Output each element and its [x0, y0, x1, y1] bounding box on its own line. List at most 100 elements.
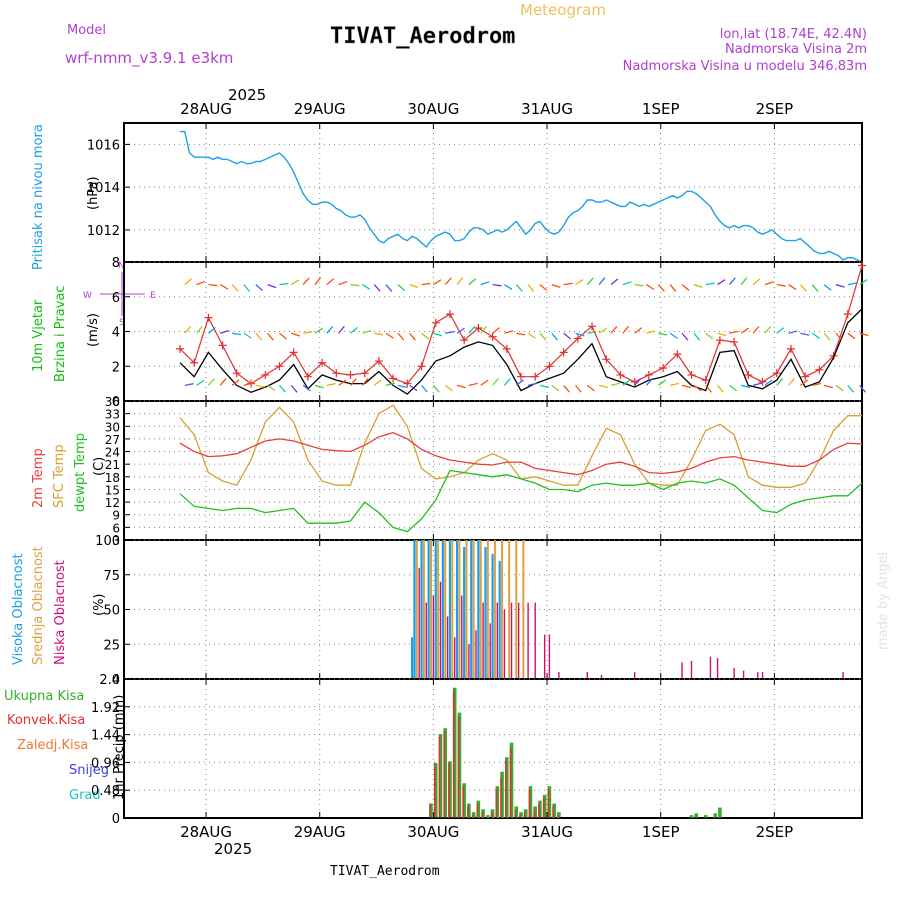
year-label-top: 2025 [228, 86, 266, 104]
wind-arrow [752, 278, 761, 286]
total-precip-bar [533, 806, 537, 818]
total-precip-bar [538, 800, 542, 818]
wind-arrow [196, 325, 203, 334]
gust-marker [815, 365, 824, 374]
gust-marker [332, 369, 341, 378]
wind-arrow [243, 332, 252, 339]
y-tick-label: 6 [112, 521, 120, 535]
y-tick-label: 8 [112, 256, 120, 271]
wind-arrow [480, 379, 489, 386]
y-tick-label: 0 [112, 395, 120, 410]
pressure-title: Pritisak na nivou mora [31, 124, 46, 270]
gust-marker [403, 379, 412, 388]
y-tick-label: 1012 [87, 224, 120, 239]
wind-arrow [350, 283, 360, 287]
gust-marker [389, 374, 398, 383]
wind-arrow [290, 279, 300, 286]
gust-marker [346, 370, 355, 379]
wind-arrow [504, 284, 513, 290]
wind-arrow [551, 384, 560, 392]
wind-arrow [646, 330, 656, 334]
wind-arrow [634, 327, 643, 334]
gust-marker [445, 310, 454, 319]
wind-arrow [670, 382, 680, 386]
gust-marker [545, 362, 554, 371]
day-label-top: 1SEP [642, 100, 680, 118]
wind-arrow [622, 379, 631, 386]
wind-arrow [303, 331, 313, 334]
wind-arrow [717, 384, 724, 393]
wind-arrow [823, 384, 833, 389]
pressure-panel-labels: Pritisak na nivou mora (hPa) [31, 124, 101, 270]
wind-arrow [219, 284, 229, 290]
compass-s: S [119, 318, 125, 328]
total-precip-bar [523, 809, 528, 818]
wind-arrow [835, 332, 843, 341]
y-tick-label: 9 [112, 509, 120, 523]
gust-marker [616, 370, 625, 379]
total-precip-bar [476, 800, 481, 818]
total-precip-bar [467, 803, 471, 818]
gust-marker [431, 318, 440, 327]
gust-marker [275, 362, 284, 371]
wind-arrow [693, 283, 703, 288]
wind-arrow [397, 284, 406, 291]
wind-arrow [326, 326, 334, 334]
conv-precip-bar [528, 789, 531, 818]
wind-arrow [811, 284, 819, 292]
wind-arrow [657, 284, 665, 292]
conv-precip-bar [495, 789, 498, 818]
gust-marker [289, 348, 298, 357]
wind-arrow [267, 332, 274, 341]
wind-arrow [788, 378, 795, 386]
gust-marker [303, 372, 312, 381]
compass-e: E [150, 291, 156, 301]
temp-unit: (C) [92, 457, 107, 476]
wind-arrow [799, 284, 807, 292]
wind-arrow [515, 379, 524, 386]
wind-arrow [634, 378, 641, 386]
wind-arrow [338, 280, 348, 286]
gust-marker [687, 370, 696, 379]
total-precip-bar [542, 794, 547, 818]
wind-arrow [574, 384, 582, 393]
wind-arrow [717, 279, 726, 286]
day-label-top: 28AUG [180, 100, 232, 118]
gust-marker [218, 341, 227, 350]
conv-precip-bar [505, 760, 507, 818]
wind-title-line2: Brzina i Pravac [53, 285, 68, 382]
y-tick-label: 0 [112, 673, 120, 688]
wind-arrow [788, 284, 797, 291]
compass-w: W [83, 291, 92, 301]
precip-frozen-label: Zaledj.Kisa [17, 738, 88, 753]
y-tick-label: 2.4 [99, 673, 120, 688]
wind-arrow [397, 384, 407, 388]
wind-arrow [409, 283, 419, 289]
wind-arrow [610, 278, 619, 286]
wind-arrow [373, 379, 382, 386]
gust-marker [460, 336, 469, 345]
y-tick-label: 1014 [87, 181, 120, 196]
gust-marker [730, 337, 739, 346]
total-precip-bar [429, 803, 433, 818]
conv-precip-bar [476, 803, 479, 818]
total-precip-bar [718, 807, 722, 818]
conv-precip-bar [533, 809, 536, 818]
wind-arrow [693, 332, 701, 341]
wind-arrow [314, 384, 324, 389]
wind-arrow [468, 326, 476, 334]
wind-arrow [551, 283, 561, 289]
day-label-top: 2SEP [756, 100, 794, 118]
compass-n: N [118, 261, 125, 271]
day-label-top: 30AUG [407, 100, 459, 118]
total-precip-bar [486, 815, 490, 818]
day-label-bottom: 2SEP [756, 823, 794, 841]
conv-precip-bar [552, 806, 554, 818]
total-precip-bar [433, 762, 438, 818]
wind-arrow [362, 329, 372, 334]
wind-arrow [563, 384, 570, 393]
total-precip-bar [547, 786, 552, 818]
wind-arrow [610, 326, 618, 334]
y-tick-label: 18 [105, 471, 120, 485]
chart-panels: 1012101410160246836912151821242730333602… [87, 100, 869, 841]
